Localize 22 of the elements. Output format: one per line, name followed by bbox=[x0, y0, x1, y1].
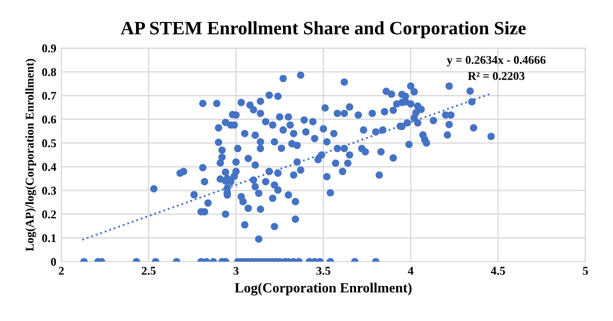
y-axis-title: Log(AP)/log(Corporation Enrollment) bbox=[25, 58, 36, 252]
y-tick-label: 0.1 bbox=[42, 234, 56, 242]
annotation: y = 0.2634x - 0.4666 bbox=[446, 56, 546, 66]
y-tick-label: 0.5 bbox=[42, 139, 56, 148]
x-tick-label: 2.5 bbox=[142, 266, 156, 275]
y-tick-label: 0.7 bbox=[42, 92, 56, 100]
x-tick-label: 2 bbox=[58, 266, 64, 275]
x-tick-label: 3 bbox=[234, 266, 239, 275]
x-tick-label: 4.5 bbox=[490, 266, 506, 275]
x-tick-label: 3.5 bbox=[316, 266, 330, 275]
y-tick-label: 0.8 bbox=[42, 68, 56, 76]
chart-title: AP STEM Enrollment Share and Corporation Size bbox=[120, 21, 526, 38]
x-tick-label: 4 bbox=[408, 266, 414, 275]
y-tick-label: 0.2 bbox=[42, 210, 56, 218]
x-tick-label: 5 bbox=[582, 266, 588, 275]
y-tick-label: 0.9 bbox=[42, 44, 56, 52]
y-tick-label: 0 bbox=[50, 258, 56, 266]
x-axis-title: Log(Corporation Enrollment) bbox=[234, 282, 412, 296]
annotation: R² = 0.2203 bbox=[468, 72, 524, 80]
y-tick-label: 0.6 bbox=[42, 116, 56, 124]
y-tick-label: 0.4 bbox=[42, 162, 56, 172]
y-tick-label: 0.3 bbox=[42, 186, 56, 195]
